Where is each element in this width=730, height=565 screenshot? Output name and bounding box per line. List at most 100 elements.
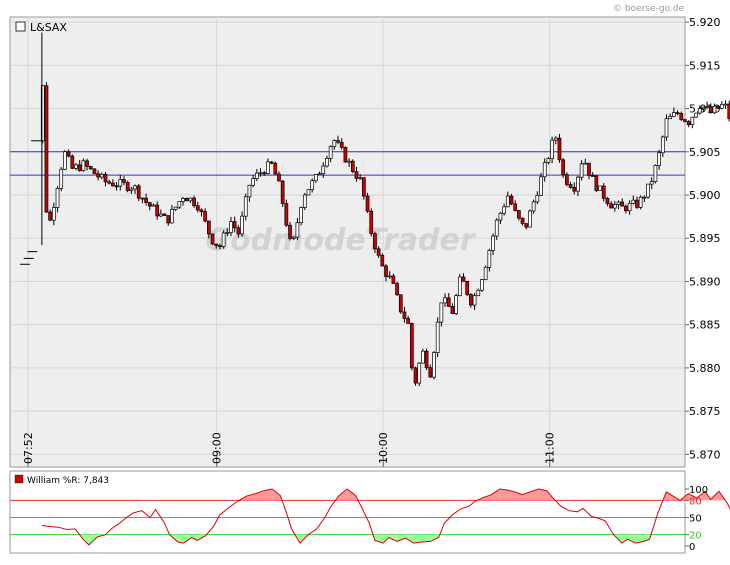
price-candle: [627, 202, 632, 212]
indicator-fill-segment: [413, 534, 423, 544]
price-candle: [74, 164, 78, 169]
price-candle: [697, 108, 702, 114]
indicator-tick-label: 80: [689, 496, 702, 507]
price-candle: [679, 113, 684, 120]
price-candle: [347, 160, 351, 163]
price-candle: [664, 118, 669, 138]
price-tick-label: 5.915: [689, 59, 721, 72]
price-tick-label: 5.885: [689, 319, 721, 332]
indicator-fill-segment: [627, 534, 636, 544]
price-candle: [118, 179, 123, 187]
price-candle: [439, 302, 444, 323]
price-candle: [594, 175, 599, 191]
price-candle: [380, 254, 385, 267]
price-candle: [587, 162, 591, 176]
price-candle: [173, 206, 178, 210]
price-candle: [517, 210, 521, 219]
indicator-fill-segment: [621, 534, 628, 544]
price-candle: [712, 105, 717, 114]
price-candle: [461, 276, 466, 282]
price-candle: [299, 207, 303, 224]
price-candle: [498, 212, 503, 221]
source-credit: © boerse-go.de: [613, 4, 684, 14]
price-candle: [531, 201, 536, 212]
price-candle: [269, 161, 274, 164]
indicator-fill-segment: [397, 534, 406, 542]
price-candle: [579, 163, 584, 178]
price-candle: [354, 171, 359, 179]
price-candle: [59, 168, 64, 189]
price-candle: [85, 160, 89, 167]
price-tick-label: 5.895: [689, 232, 721, 245]
price-candle: [136, 185, 141, 199]
price-candle: [254, 172, 259, 179]
price-candle: [96, 173, 100, 178]
price-candle: [435, 321, 440, 353]
indicator-fill-segment: [374, 534, 384, 544]
price-candle: [398, 294, 403, 313]
price-candle: [520, 217, 525, 224]
price-candle: [40, 85, 45, 142]
price-candle: [583, 162, 588, 165]
price-candle: [140, 197, 145, 200]
horizontal-lines: [10, 151, 685, 176]
time-x-axis: 07:52 09:00 10:00 11:00: [22, 432, 557, 467]
price-candle: [376, 248, 381, 256]
price-candle: [314, 174, 318, 182]
price-candle: [505, 195, 510, 208]
price-candle: [660, 136, 665, 154]
price-candle: [350, 160, 355, 172]
indicator-fill-segment: [499, 489, 509, 501]
price-candle: [568, 184, 573, 188]
price-candle: [336, 140, 340, 143]
price-candle: [66, 151, 71, 157]
price-candle: [550, 139, 554, 160]
indicator-fill-segment: [483, 494, 492, 501]
price-candle: [469, 294, 473, 306]
price-candle: [494, 219, 499, 237]
indicator-fill-segment: [183, 534, 192, 544]
indicator-fill-segment: [388, 534, 398, 542]
price-candle: [421, 350, 425, 364]
price-candle: [339, 141, 344, 148]
price-candle: [55, 188, 60, 208]
price-candle: [229, 221, 233, 233]
price-candle: [694, 112, 698, 118]
price-candle: [384, 265, 388, 277]
indicator-plot-area: [9, 470, 686, 554]
price-candle: [317, 173, 322, 175]
price-candle: [546, 158, 551, 163]
price-candle: [716, 105, 721, 109]
price-candle: [159, 213, 163, 217]
price-candle: [528, 210, 532, 228]
price-plot-area: [9, 16, 686, 468]
price-candle: [144, 197, 148, 203]
price-candle: [188, 197, 193, 202]
price-candle: [199, 209, 204, 212]
price-tick-label: 5.900: [689, 189, 721, 202]
williams-r-line: [41, 488, 730, 546]
price-candle: [247, 184, 252, 198]
price-candle: [291, 236, 296, 239]
price-candle: [236, 227, 241, 235]
price-candle: [133, 185, 137, 190]
price-candle: [428, 367, 433, 378]
price-candle: [483, 266, 488, 280]
price-candle: [63, 151, 67, 170]
price-candle: [332, 140, 337, 147]
price-candle: [214, 243, 219, 246]
price-candle: [48, 211, 52, 221]
watermark-logo: GodmodeTrader: [205, 223, 476, 258]
price-candle: [44, 85, 49, 213]
price-candle: [192, 197, 196, 207]
price-candle: [277, 173, 281, 182]
price-candle: [232, 221, 237, 229]
price-candle: [365, 195, 370, 212]
indicator-fill-segment: [247, 493, 256, 501]
indicator-tick-label: 20: [689, 531, 702, 542]
price-candle: [206, 220, 211, 235]
price-candle: [646, 183, 650, 198]
price-candle: [557, 137, 562, 161]
indicator-fill-segment: [508, 490, 517, 501]
